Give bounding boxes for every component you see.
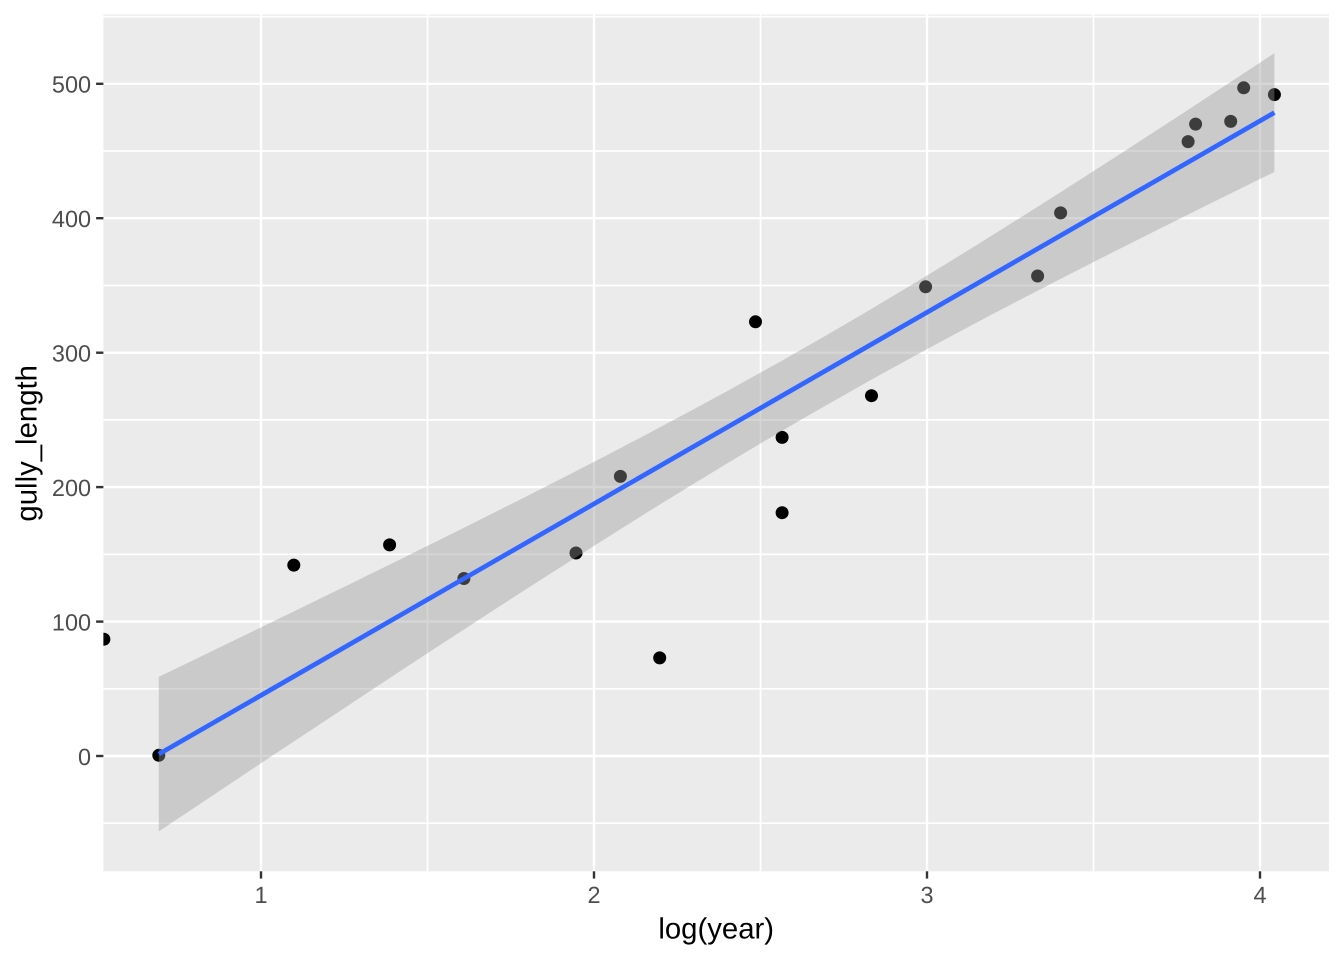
svg-text:400: 400 bbox=[52, 206, 91, 232]
svg-text:gully_length: gully_length bbox=[10, 365, 43, 522]
svg-text:100: 100 bbox=[52, 609, 91, 635]
svg-text:200: 200 bbox=[52, 475, 91, 501]
svg-text:0: 0 bbox=[78, 744, 91, 770]
svg-text:3: 3 bbox=[920, 882, 933, 908]
svg-text:300: 300 bbox=[52, 341, 91, 367]
svg-text:500: 500 bbox=[52, 72, 91, 98]
svg-text:1: 1 bbox=[254, 882, 267, 908]
svg-text:log(year): log(year) bbox=[658, 912, 774, 945]
svg-text:4: 4 bbox=[1253, 882, 1266, 908]
svg-text:2: 2 bbox=[587, 882, 600, 908]
